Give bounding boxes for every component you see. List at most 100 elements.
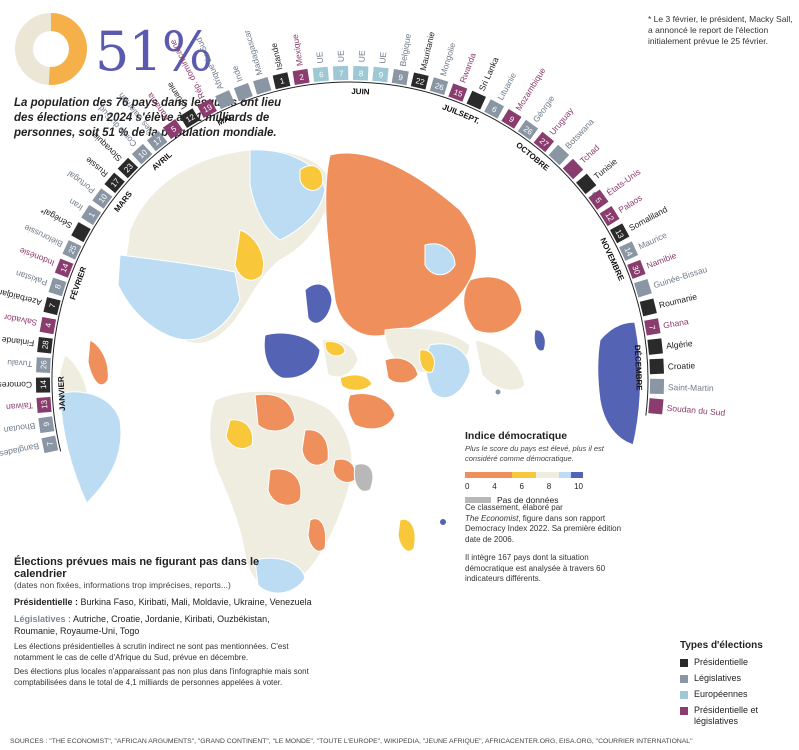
date-label: 4 [44, 322, 54, 329]
date-cell [448, 83, 468, 102]
date-cell [215, 90, 235, 110]
date-cell [38, 416, 55, 434]
date-label: 7 [647, 325, 657, 331]
month-label: FÉVRIER [68, 265, 88, 301]
date-cell [627, 259, 646, 279]
country-label: Uruguay [547, 105, 576, 137]
country-label: Tuvalu [7, 358, 33, 369]
date-cell [81, 204, 102, 226]
types-title: Types d'élections [680, 640, 763, 651]
date-cell [391, 68, 409, 86]
month-bracket [93, 166, 142, 228]
date-label: 7 [339, 69, 344, 78]
explain-text: , figure dans son rapport Democracy Inde… [465, 513, 622, 544]
date-label: 28 [41, 339, 51, 349]
country-label: Portugal [65, 169, 97, 196]
date-cell [562, 158, 584, 180]
legend-subtitle: Plus le score du pays est élevé, plus il… [465, 444, 604, 463]
calendar-entry: Algérie [647, 338, 693, 355]
legend-title: Indice démocratique [465, 430, 568, 442]
date-cell [647, 338, 663, 355]
date-label: 8 [359, 69, 364, 78]
month-bracket [463, 104, 482, 114]
country-label: Islande [269, 42, 285, 71]
country-label: Mongolie [438, 41, 458, 77]
tick-label: 8 [546, 482, 552, 491]
date-label: 9 [378, 70, 384, 79]
nodata-label: Pas de données [497, 495, 559, 505]
calendar-entry: 9 Belgique [391, 33, 413, 86]
country-label: Ghana [662, 316, 689, 330]
map-turkey [339, 374, 373, 391]
date-label: 14 [39, 379, 48, 389]
date-cell [48, 277, 67, 297]
date-cell [92, 188, 113, 209]
country-label: Biélorussie [22, 222, 64, 249]
month-bracket [481, 112, 587, 198]
month-label: JANVIER [56, 376, 67, 411]
map-arabia [347, 393, 396, 430]
map-mozambique [307, 518, 327, 552]
date-label: 26 [39, 359, 48, 369]
date-label: 9 [507, 115, 516, 125]
date-cell [43, 297, 61, 316]
date-cell [548, 144, 570, 166]
country-label: Panama [145, 91, 172, 123]
month-label: JUIN [351, 87, 370, 97]
date-cell [272, 72, 291, 90]
country-label: Azerbaïdjan [0, 287, 43, 308]
date-cell [619, 241, 639, 261]
calendar-entry: 4 Salvador [3, 312, 57, 335]
tick-label: 10 [574, 482, 583, 491]
calendar-entry: 1 Islande [269, 42, 291, 90]
country-label: UE [357, 50, 367, 62]
date-label: 14 [622, 246, 634, 258]
nodata-swatch [465, 497, 491, 503]
type-legislatives: Législatives [680, 673, 798, 684]
country-label: Guinée-Bissau [652, 264, 708, 290]
country-label: Taïwan [5, 400, 33, 412]
date-cell [484, 99, 505, 119]
unscheduled-title: Élections prévues mais ne figurant pas d… [14, 556, 260, 580]
date-cell [179, 108, 200, 129]
date-label: 7 [48, 302, 58, 309]
tick-label: 6 [519, 482, 524, 491]
date-cell [352, 65, 369, 81]
type-pres-leg: Présidentielle et législatives [680, 705, 798, 727]
date-cell [648, 398, 664, 415]
date-cell [609, 223, 630, 244]
date-label: 6 [319, 70, 325, 79]
percent-headline: 51% [95, 20, 213, 83]
date-cell [117, 157, 139, 179]
date-cell [312, 66, 329, 83]
date-cell [233, 82, 253, 102]
date-cell [253, 76, 272, 95]
unscheduled-subtitle: (dates non fixées, informations trop imp… [14, 580, 231, 590]
month-bracket [51, 336, 62, 452]
date-cell [501, 108, 522, 129]
map-southeast-asia [474, 339, 526, 391]
date-label: 30 [630, 264, 642, 276]
presidential-label: Présidentielle : [14, 597, 79, 607]
date-cell [197, 98, 217, 118]
calendar-entry: 7 Ghana [644, 316, 690, 336]
calendar-entry: Saint-Martin [649, 378, 714, 395]
month-bracket [274, 81, 447, 99]
country-label: Namibie [645, 250, 678, 271]
democracy-index-legend: Indice démocratique Plus le score du pay… [465, 430, 635, 505]
country-label: Soudan du Sud [666, 403, 726, 418]
date-cell [533, 131, 555, 153]
type-label: Législatives [694, 673, 742, 683]
month-label: AVRIL [150, 150, 174, 172]
country-label: Saint-Martin [668, 382, 714, 393]
date-label: 13 [40, 399, 50, 409]
date-cell [429, 77, 449, 96]
country-label: Madagascar [241, 29, 264, 77]
country-label: Finlande [1, 335, 35, 349]
country-label: Somaliland [627, 204, 669, 233]
country-label: Comores [0, 380, 32, 391]
senegal-footnote: * Le 3 février, le président, Macky Sall… [648, 14, 793, 46]
country-label: Palaos [617, 193, 644, 215]
date-label: 15 [452, 87, 464, 99]
calendar-entry: Croatie [649, 358, 696, 375]
